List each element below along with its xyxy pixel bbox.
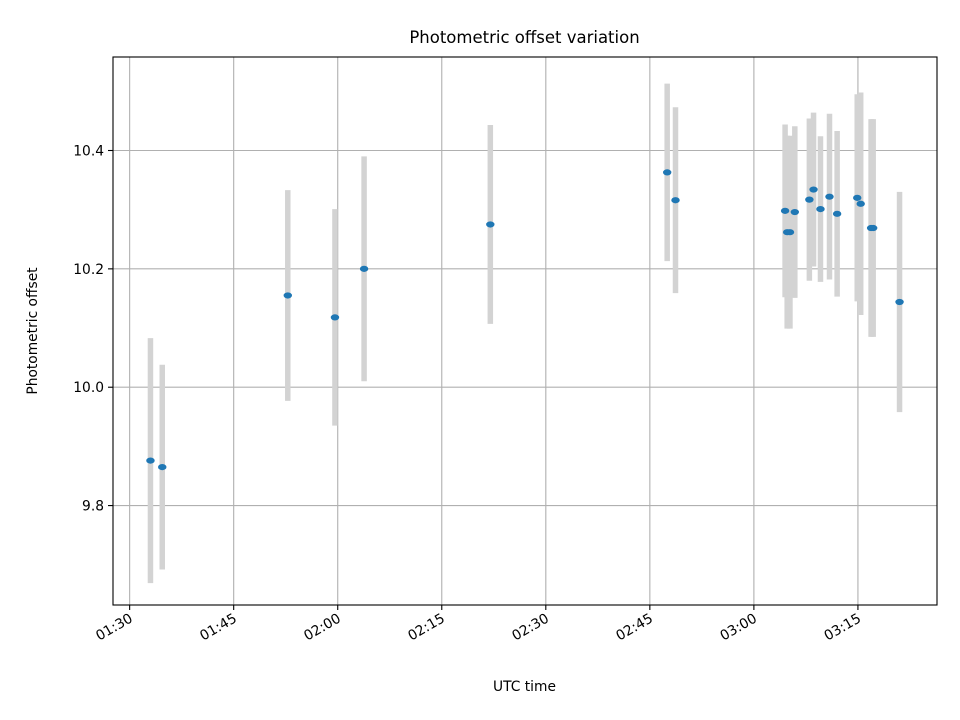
data-point: [853, 194, 862, 201]
ticks: 01:30 01:45 02:00 02:15 02:30 02:45 03:00 03:15…: [73, 144, 864, 645]
data-point: [868, 224, 878, 232]
x-tick-label: 01:45: [197, 611, 239, 645]
data-point: [671, 197, 680, 204]
x-axis-label: UTC time: [493, 679, 556, 695]
y-axis-label: Photometric offset: [25, 267, 41, 395]
x-tick-label: 03:15: [821, 611, 863, 645]
data-point: [662, 169, 672, 176]
grid: [113, 57, 937, 605]
data-point: [330, 314, 340, 321]
y-tick-label: 10.2: [73, 262, 104, 278]
data-point: [146, 457, 155, 464]
x-tick-label: 01:30: [93, 611, 135, 645]
data-point: [825, 193, 834, 200]
data-point: [895, 298, 904, 306]
data-points: [146, 169, 904, 471]
data-point: [359, 265, 369, 272]
data-point: [790, 208, 800, 216]
data-point: [809, 186, 818, 193]
y-tick-label: 10.4: [73, 144, 104, 160]
data-point: [780, 207, 790, 214]
plot-frame: [112, 56, 938, 606]
data-point: [486, 221, 495, 228]
x-tick-label: 02:45: [613, 611, 655, 645]
x-tick-label: 03:00: [717, 611, 759, 645]
y-tick-label: 9.8: [82, 499, 104, 515]
data-point: [785, 229, 795, 236]
data-point: [816, 205, 825, 213]
chart-title: Photometric offset variation: [409, 28, 639, 47]
data-point: [805, 196, 814, 203]
data-point: [158, 464, 167, 471]
x-tick-label: 02:30: [509, 611, 551, 645]
error-bars: [147, 83, 903, 584]
data-point: [856, 200, 865, 207]
y-tick-label: 10.0: [73, 380, 104, 396]
data-point: [283, 292, 292, 299]
x-tick-label: 02:00: [301, 611, 343, 645]
x-tick-label: 02:15: [405, 611, 447, 645]
data-point: [832, 210, 842, 217]
